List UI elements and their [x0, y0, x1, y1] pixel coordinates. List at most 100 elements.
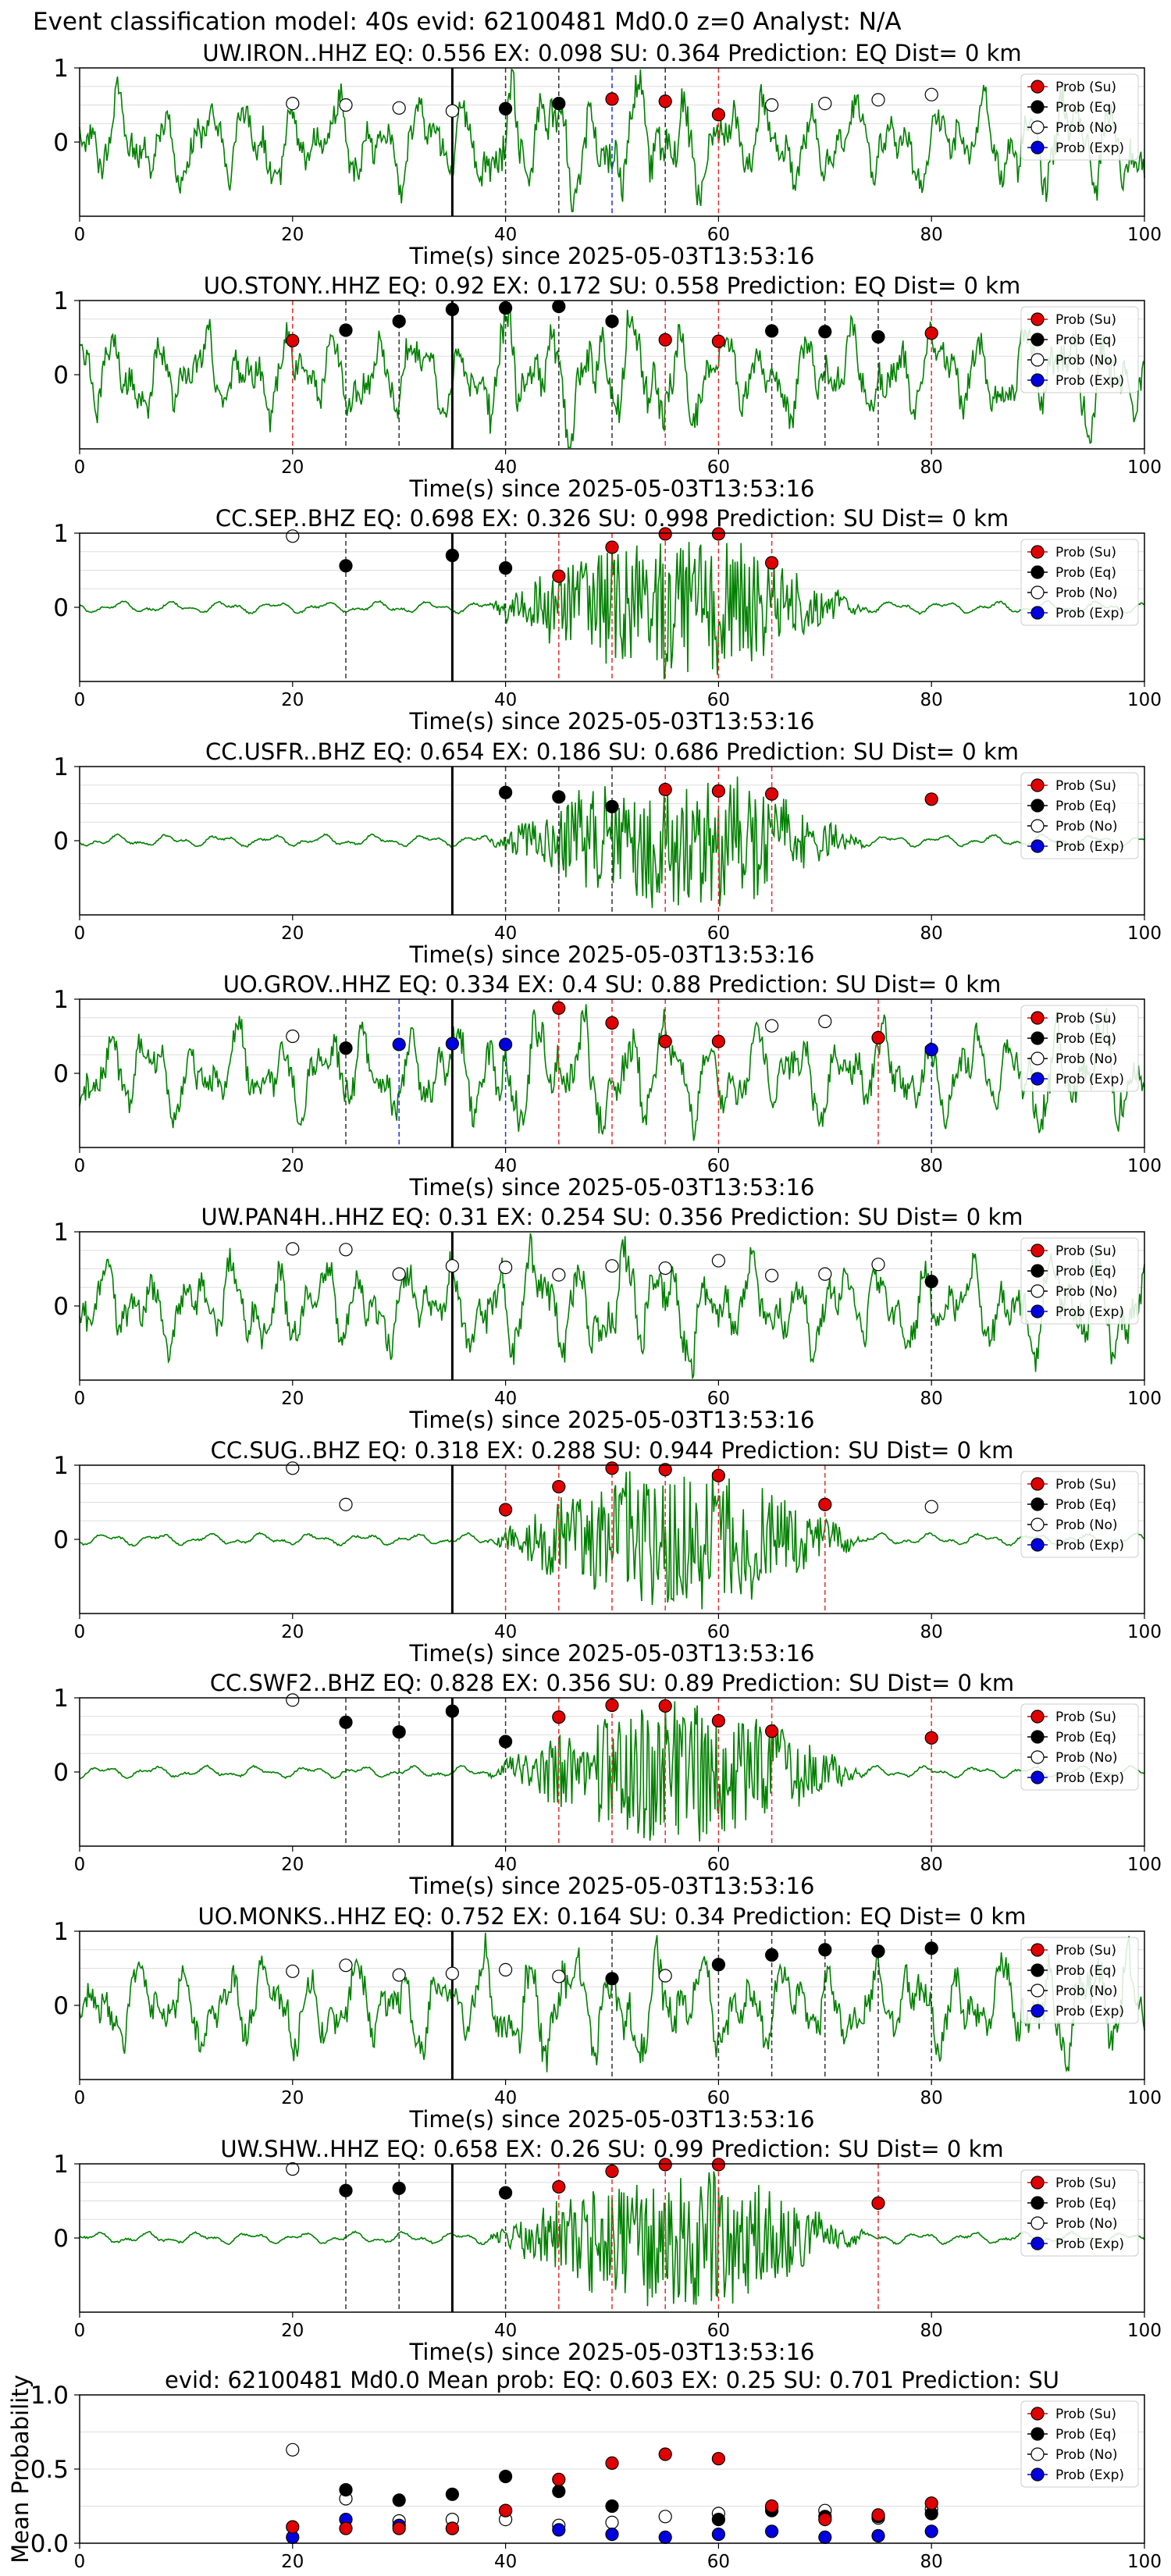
x-tick-label: 60	[707, 1622, 730, 1642]
panel-title: UO.STONY..HHZ EQ: 0.92 EX: 0.172 SU: 0.5…	[204, 272, 1020, 299]
prob-marker-su	[764, 2499, 779, 2514]
station-panel-8: CC.SWF2..BHZ EQ: 0.828 EX: 0.356 SU: 0.8…	[53, 1670, 1162, 1899]
prob-marker-exp	[764, 2524, 779, 2539]
prob-marker-no	[498, 1260, 513, 1275]
legend-marker-su	[1030, 1477, 1045, 1491]
prob-marker-no	[818, 97, 832, 111]
legend-label-no: Prob (No)	[1055, 1517, 1118, 1533]
y-tick-label: 0.5	[30, 2456, 69, 2484]
prob-marker-no	[339, 98, 353, 112]
legend-label-no: Prob (No)	[1055, 819, 1118, 834]
legend-marker-su	[1030, 778, 1045, 792]
prob-marker-su	[552, 1479, 566, 1494]
legend-label-no: Prob (No)	[1055, 1051, 1118, 1067]
y-tick-label: 1	[53, 1452, 69, 1480]
x-tick-label: 20	[281, 1156, 304, 1176]
prob-marker-exp	[818, 2530, 832, 2544]
prob-marker-su	[711, 108, 726, 122]
legend-label-no: Prob (No)	[1055, 1984, 1118, 1999]
x-tick-label: 100	[1127, 2088, 1162, 2108]
legend-label-eq: Prob (Eq)	[1055, 100, 1116, 116]
prob-marker-no	[764, 1268, 779, 1283]
legend-label-su: Prob (Su)	[1055, 2176, 1116, 2191]
x-axis-label: Time(s) since 2025-05-03T13:53:16	[409, 1407, 815, 1433]
legend-marker-exp	[1030, 141, 1045, 155]
legend-label-eq: Prob (Eq)	[1055, 2427, 1116, 2443]
x-tick-label: 60	[707, 457, 730, 478]
prob-marker-eq	[764, 324, 779, 338]
x-tick-label: 100	[1127, 1622, 1162, 1642]
legend-marker-eq	[1030, 1497, 1045, 1511]
x-tick-label: 100	[1127, 1156, 1162, 1176]
station-panel-1: UW.IRON..HHZ EQ: 0.556 EX: 0.098 SU: 0.3…	[53, 40, 1162, 269]
x-tick-label: 20	[281, 2552, 304, 2572]
legend-marker-exp	[1030, 2467, 1045, 2482]
prob-marker-su	[764, 787, 779, 801]
prob-marker-eq	[445, 1704, 460, 1718]
prob-marker-su	[871, 2196, 885, 2210]
x-tick-label: 20	[281, 690, 304, 710]
x-tick-label: 100	[1127, 1389, 1162, 1409]
prob-marker-no	[605, 1259, 619, 1273]
legend-label-su: Prob (Su)	[1055, 80, 1116, 95]
x-tick-label: 0	[74, 1855, 86, 1875]
panel-title: CC.USFR..BHZ EQ: 0.654 EX: 0.186 SU: 0.6…	[205, 738, 1019, 765]
legend-label-su: Prob (Su)	[1055, 1477, 1116, 1493]
x-tick-label: 40	[494, 2088, 517, 2108]
legend: Prob (Su) Prob (Eq) Prob (No) Prob (Exp)	[1020, 772, 1139, 859]
legend-label-exp: Prob (Exp)	[1055, 2236, 1124, 2252]
y-tick-label: 0	[53, 1293, 69, 1321]
x-tick-label: 60	[707, 690, 730, 710]
legend-marker-eq	[1030, 1264, 1045, 1278]
prob-marker-su	[605, 540, 619, 554]
x-tick-label: 40	[494, 1156, 517, 1176]
prob-marker-su	[605, 2456, 619, 2470]
y-tick-label: 0	[53, 361, 69, 390]
legend-label-eq: Prob (Eq)	[1055, 799, 1116, 814]
prob-marker-no	[552, 1268, 566, 1282]
legend: Prob (Su) Prob (Eq) Prob (No) Prob (Exp)	[1020, 306, 1139, 393]
prob-marker-su	[924, 2496, 938, 2510]
x-tick-label: 0	[74, 2321, 86, 2341]
station-panel-2: UO.STONY..HHZ EQ: 0.92 EX: 0.172 SU: 0.5…	[53, 272, 1162, 502]
station-panel-3: CC.SEP..BHZ EQ: 0.698 EX: 0.326 SU: 0.99…	[53, 505, 1162, 735]
prob-marker-no	[445, 104, 460, 118]
legend-marker-exp	[1030, 1304, 1045, 1318]
x-tick-label: 40	[494, 2552, 517, 2572]
prob-marker-su	[924, 326, 938, 340]
prob-marker-exp	[605, 2528, 619, 2542]
legend-label-no: Prob (No)	[1055, 2216, 1118, 2232]
prob-marker-exp	[498, 1037, 513, 1051]
prob-marker-su	[711, 2452, 726, 2466]
prob-marker-no	[286, 1029, 300, 1044]
prob-marker-eq	[605, 799, 619, 813]
prob-marker-no	[818, 1267, 832, 1281]
legend-label-exp: Prob (Exp)	[1055, 1770, 1124, 1786]
prob-marker-su	[818, 2513, 832, 2527]
prob-marker-no	[711, 1254, 726, 1268]
prob-marker-eq	[818, 1943, 832, 1957]
x-tick-label: 60	[707, 1389, 730, 1409]
prob-marker-eq	[498, 301, 513, 315]
prob-marker-su	[711, 1034, 726, 1048]
x-tick-label: 40	[494, 923, 517, 944]
legend-marker-su	[1030, 1710, 1045, 1724]
legend: Prob (Su) Prob (Eq) Prob (No) Prob (Exp)	[1020, 1237, 1139, 1325]
prob-marker-no	[552, 1969, 566, 1984]
x-tick-label: 80	[920, 2552, 943, 2572]
legend-label-exp: Prob (Exp)	[1055, 2004, 1124, 2019]
legend-label-su: Prob (Su)	[1055, 2407, 1116, 2422]
legend-label-eq: Prob (Eq)	[1055, 333, 1116, 348]
x-axis-label: Time(s) since 2025-05-03T13:53:16	[409, 708, 815, 735]
x-tick-label: 0	[74, 457, 86, 478]
legend-marker-no	[1030, 2447, 1045, 2461]
x-tick-label: 0	[74, 1389, 86, 1409]
prob-marker-no	[392, 1968, 406, 1982]
prob-marker-eq	[871, 1944, 885, 1959]
legend-label-no: Prob (No)	[1055, 585, 1118, 601]
x-tick-label: 0	[74, 2088, 86, 2108]
legend-frame	[1020, 2169, 1139, 2257]
x-tick-label: 40	[494, 1855, 517, 1875]
x-tick-label: 20	[281, 1389, 304, 1409]
